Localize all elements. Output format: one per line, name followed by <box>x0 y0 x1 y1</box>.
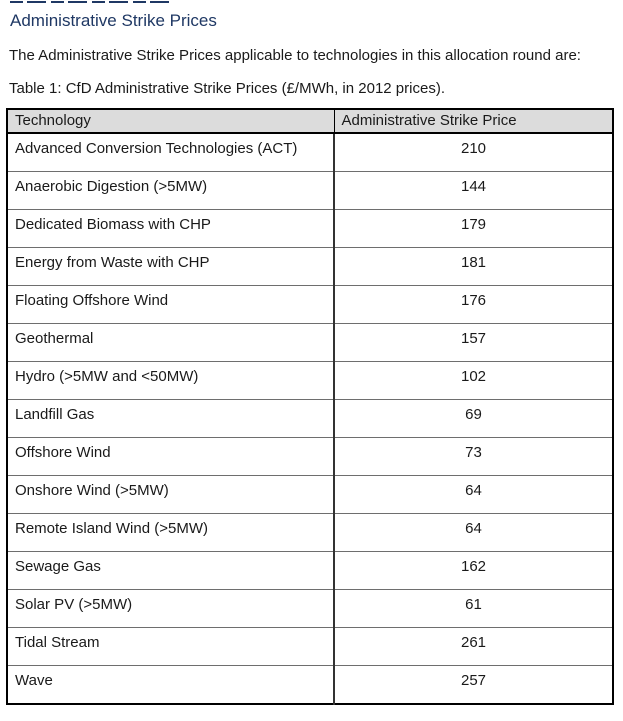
column-header-strike-price: Administrative Strike Price <box>333 108 614 134</box>
technology-cell: Anaerobic Digestion (>5MW) <box>7 171 335 210</box>
table-row: Sewage Gas 162 <box>7 551 613 590</box>
table-row: Landfill Gas 69 <box>7 399 613 438</box>
price-cell: 61 <box>334 589 613 628</box>
table-row: Anaerobic Digestion (>5MW) 144 <box>7 171 613 210</box>
technology-cell: Tidal Stream <box>7 627 335 666</box>
price-cell: 257 <box>334 665 613 704</box>
page-title: Administrative Strike Prices <box>10 11 217 30</box>
price-cell: 210 <box>460 140 487 157</box>
table-row: Energy from Waste with CHP 181 <box>7 247 613 286</box>
table-row: Solar PV (>5MW) 61 <box>7 589 613 628</box>
technology-cell: Offshore Wind <box>7 437 335 476</box>
price-cell: 73 <box>334 437 613 476</box>
price-cell: 64 <box>334 513 613 552</box>
technology-cell: Hydro (>5MW and <50MW) <box>7 361 335 400</box>
technology-cell: Landfill Gas <box>7 399 335 438</box>
table-row: Dedicated Biomass with CHP 179 <box>7 209 613 248</box>
price-cell: 162 <box>334 551 613 590</box>
table-row: Geothermal 157 <box>7 323 613 362</box>
column-header-technology: Technology <box>6 108 335 134</box>
price-cell: 181 <box>334 247 613 286</box>
price-cell: 157 <box>334 323 613 362</box>
table-row: Tidal Stream 261 <box>7 627 613 666</box>
technology-cell: Floating Offshore Wind <box>7 285 335 324</box>
table-row: Hydro (>5MW and <50MW) 102 <box>7 361 613 400</box>
table-header-row: Technology Administrative Strike Price <box>6 108 614 134</box>
price-cell: 69 <box>334 399 613 438</box>
technology-cell: Remote Island Wind (>5MW) <box>7 513 335 552</box>
table-row: Floating Offshore Wind 176 <box>7 285 613 324</box>
table-row: Wave 257 <box>7 665 613 704</box>
technology-cell: Dedicated Biomass with CHP <box>7 209 335 248</box>
price-cell: 176 <box>334 285 613 324</box>
intro-paragraph: The Administrative Strike Prices applica… <box>9 47 581 64</box>
technology-cell: Geothermal <box>7 323 335 362</box>
table-caption: Table 1: CfD Administrative Strike Price… <box>9 80 445 97</box>
technology-cell: Wave <box>7 665 335 704</box>
price-cell: 144 <box>334 171 613 210</box>
table-row: Onshore Wind (>5MW) 64 <box>7 475 613 514</box>
technology-cell: Onshore Wind (>5MW) <box>7 475 335 514</box>
technology-cell: Sewage Gas <box>7 551 335 590</box>
strike-prices-table: Technology Administrative Strike Price A… <box>6 108 614 705</box>
price-cell: 261 <box>334 627 613 666</box>
table-row: Remote Island Wind (>5MW) 64 <box>7 513 613 552</box>
technology-cell: Energy from Waste with CHP <box>7 247 335 286</box>
technology-cell: Solar PV (>5MW) <box>7 589 335 628</box>
technology-cell: Advanced Conversion Technologies (ACT) <box>7 133 335 172</box>
price-cell: 64 <box>334 475 613 514</box>
cropped-content-artifact <box>10 1 170 3</box>
price-cell: 179 <box>334 209 613 248</box>
table-row: Advanced Conversion Technologies (ACT) 2… <box>7 133 613 172</box>
price-cell: 102 <box>334 361 613 400</box>
table-row: Offshore Wind 73 <box>7 437 613 476</box>
